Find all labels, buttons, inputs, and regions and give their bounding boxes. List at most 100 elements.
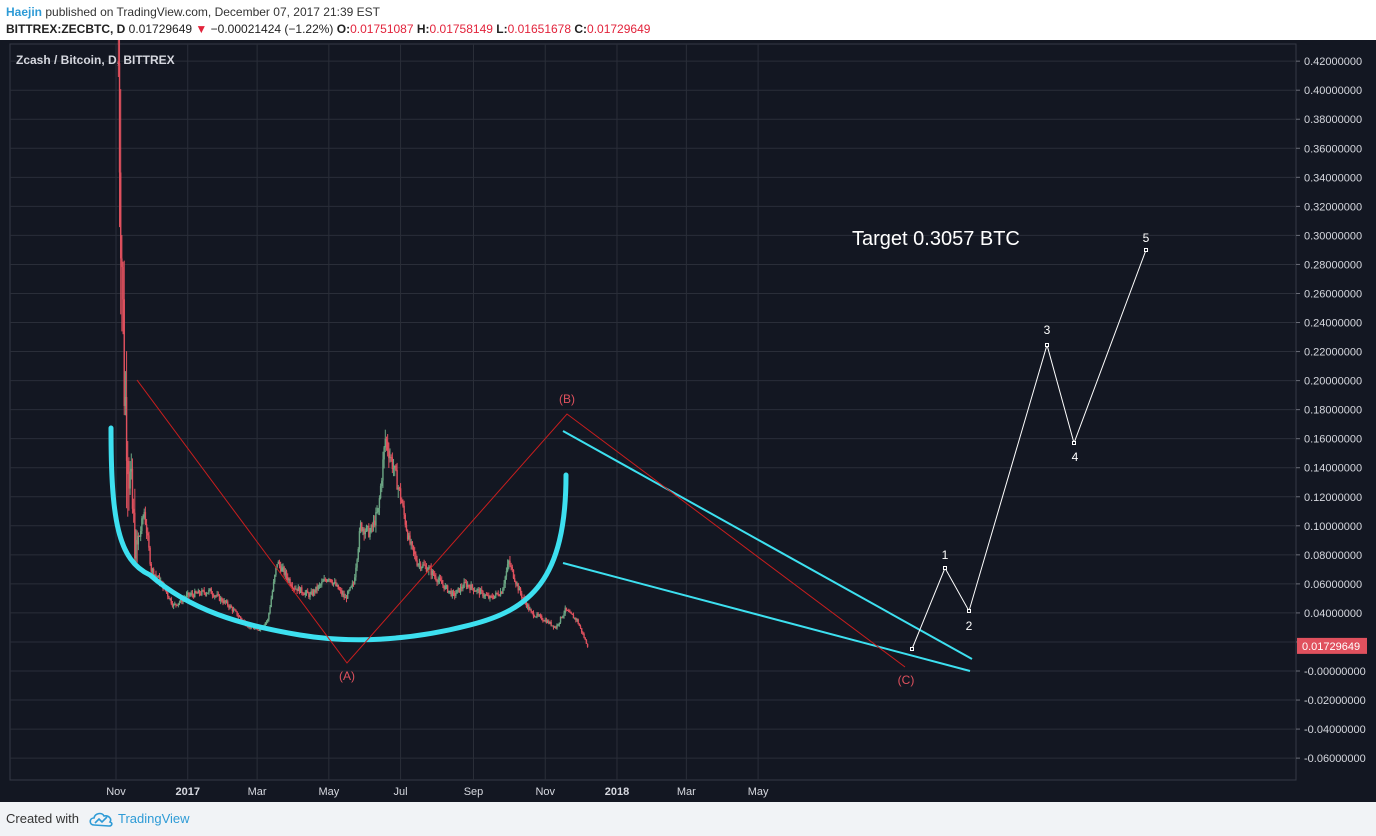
candle-body [505, 571, 508, 577]
candle-body [277, 561, 279, 564]
candle-body [496, 592, 498, 594]
candle-body [417, 564, 419, 566]
candle-body [239, 616, 242, 619]
candle-body [374, 520, 376, 526]
candle-body [142, 517, 144, 519]
candle-body [441, 580, 443, 584]
candle-body [432, 570, 435, 575]
y-tick-label: 0.36000000 [1304, 143, 1362, 155]
candle-body [188, 592, 190, 596]
candle-body [175, 603, 177, 605]
candle-body [584, 637, 586, 640]
candle-body [570, 611, 572, 614]
candle-body [349, 587, 351, 591]
candle-body [578, 623, 581, 626]
candle-body [563, 613, 565, 616]
x-tick-label: Mar [677, 786, 696, 798]
candle-body [404, 514, 406, 525]
candle-body [429, 567, 431, 569]
candle-body [381, 480, 383, 487]
candle-body [196, 592, 198, 594]
candle-body [357, 548, 359, 560]
candle-body [478, 589, 481, 595]
candle-body [468, 584, 470, 587]
candle-body [479, 589, 482, 595]
candle-body [451, 591, 454, 596]
candle-body [301, 587, 303, 593]
candle-body [458, 588, 461, 593]
price-change: −0.00021424 (−1.22%) [210, 22, 334, 36]
candle-body [167, 592, 169, 597]
candle-body [238, 616, 241, 618]
candle-body [564, 607, 566, 614]
candle-body [396, 470, 398, 490]
candle-body [551, 625, 553, 627]
candle-body [549, 621, 551, 624]
candle-body [419, 563, 422, 569]
candle-body [317, 585, 319, 590]
candle-body [379, 486, 382, 499]
candle-body [392, 468, 395, 470]
candle-body [572, 614, 575, 619]
candle-body [218, 594, 221, 601]
y-tick-label: 0.42000000 [1304, 56, 1362, 68]
candle-body [448, 590, 450, 593]
wave-label-1: 1 [942, 548, 949, 562]
candle-body [376, 512, 378, 514]
candle-body [296, 588, 298, 592]
candle-body [147, 533, 149, 536]
candle-body [197, 590, 200, 594]
candle-body [211, 593, 214, 596]
candle-body [401, 499, 403, 504]
y-tick-label: 0.12000000 [1304, 492, 1362, 504]
candle-body [123, 299, 125, 406]
candle-body [586, 643, 589, 647]
candle-body [323, 579, 325, 582]
candle-body [321, 581, 323, 585]
candle-body [414, 551, 416, 555]
candle-body [498, 595, 501, 597]
candle-body [583, 633, 585, 638]
candle-body [548, 620, 550, 624]
candle-body [544, 619, 546, 622]
candle-body [465, 582, 468, 587]
candle-body [156, 576, 158, 578]
candle-body [455, 593, 457, 596]
candle-body [512, 569, 515, 579]
candle-body [312, 590, 315, 596]
candle-body [319, 584, 322, 586]
candle-body [224, 600, 227, 603]
chart-area[interactable]: 0.42000000 0.40000000 0.38000000 0.36000000… [0, 0, 1376, 802]
candle-body [368, 525, 370, 537]
candle-body [436, 579, 438, 583]
candle-body [228, 605, 230, 608]
candle-body [532, 612, 535, 617]
open-label: O: [336, 22, 351, 36]
candle-body [556, 624, 558, 629]
candle-body [292, 588, 295, 590]
wave-label-b: (B) [559, 392, 575, 406]
author-link[interactable]: Haejin [6, 5, 43, 19]
candle-body [377, 508, 379, 513]
y-tick-label: 0.34000000 [1304, 172, 1362, 184]
candle-body [223, 600, 225, 604]
candle-body [383, 447, 385, 460]
candle-body [179, 598, 182, 602]
candle-body [127, 460, 129, 475]
candle-body [577, 619, 579, 624]
candle-body [302, 592, 304, 595]
candle-body [490, 596, 492, 598]
candle-body [254, 628, 256, 630]
candle-body [439, 578, 442, 581]
last-price: 0.01729649 [128, 22, 193, 36]
candle-body [187, 592, 189, 595]
candle-body [219, 598, 222, 601]
candle-body [137, 535, 140, 545]
candle-body [278, 561, 281, 566]
footer: Created with TradingView [0, 802, 1376, 836]
price-chart[interactable]: 0.42000000 0.40000000 0.38000000 0.36000000… [0, 0, 1376, 802]
candle-body [536, 613, 538, 617]
x-tick-label: 2018 [605, 786, 629, 798]
tradingview-link[interactable]: TradingView [118, 811, 190, 826]
candle-body [371, 525, 374, 527]
